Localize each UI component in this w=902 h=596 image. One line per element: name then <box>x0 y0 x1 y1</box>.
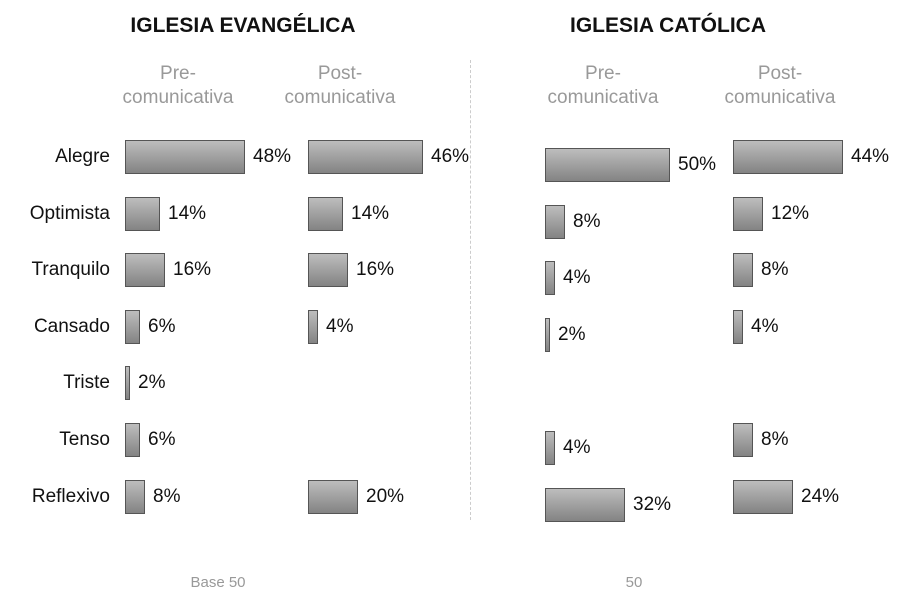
value-label: 44% <box>851 146 890 167</box>
bar <box>733 423 753 457</box>
bar <box>545 148 670 182</box>
bar <box>545 488 625 522</box>
bar <box>545 431 555 465</box>
base-note: Base 50 <box>190 574 246 591</box>
bar <box>733 253 753 287</box>
bar <box>125 253 165 287</box>
category-label: Cansado <box>33 316 110 337</box>
separator <box>470 60 471 520</box>
value-label: 8% <box>153 486 181 507</box>
bar <box>308 480 358 514</box>
bar <box>125 366 130 400</box>
value-label: 4% <box>563 267 591 288</box>
category-label: Alegre <box>55 146 110 167</box>
value-label: 48% <box>253 146 292 167</box>
bar <box>125 423 140 457</box>
category-label: Tranquilo <box>31 259 110 280</box>
panel-title: IGLESIA CATÓLICA <box>570 14 766 37</box>
base-note: 50 <box>625 574 643 591</box>
value-label: 8% <box>761 259 789 280</box>
value-label: 8% <box>573 211 601 232</box>
value-label: 32% <box>633 494 672 515</box>
value-label: 16% <box>356 259 395 280</box>
bar <box>733 310 743 344</box>
category-label: Triste <box>63 372 110 393</box>
value-label: 24% <box>801 486 840 507</box>
category-label: Tenso <box>59 429 110 450</box>
bar <box>308 197 343 231</box>
bar <box>308 253 348 287</box>
value-label: 20% <box>366 486 405 507</box>
bar <box>308 310 318 344</box>
bar <box>125 480 145 514</box>
value-label: 4% <box>326 316 354 337</box>
value-label: 12% <box>771 203 810 224</box>
category-label: Reflexivo <box>31 486 110 507</box>
series-name: Pre-comunicativa <box>547 63 659 108</box>
category-label: Optimista <box>29 203 110 224</box>
value-label: 46% <box>431 146 470 167</box>
bar <box>125 310 140 344</box>
value-label: 14% <box>351 203 390 224</box>
series-name: Pre-comunicativa <box>122 63 234 108</box>
value-label: 6% <box>148 316 176 337</box>
value-label: 4% <box>751 316 779 337</box>
bar <box>308 140 423 174</box>
bar <box>733 140 843 174</box>
value-label: 6% <box>148 429 176 450</box>
value-label: 50% <box>678 154 717 175</box>
bar <box>733 480 793 514</box>
bar <box>125 140 245 174</box>
bar <box>545 318 550 352</box>
bar <box>545 261 555 295</box>
value-label: 14% <box>168 203 207 224</box>
bar <box>125 197 160 231</box>
value-label: 8% <box>761 429 789 450</box>
value-label: 4% <box>563 437 591 458</box>
panel-title: IGLESIA EVANGÉLICA <box>130 14 356 37</box>
series-name: Post-comunicativa <box>284 63 396 108</box>
value-label: 2% <box>138 372 166 393</box>
series-name: Post-comunicativa <box>724 63 836 108</box>
bar <box>733 197 763 231</box>
value-label: 2% <box>558 324 586 345</box>
value-label: 16% <box>173 259 212 280</box>
bar <box>545 205 565 239</box>
